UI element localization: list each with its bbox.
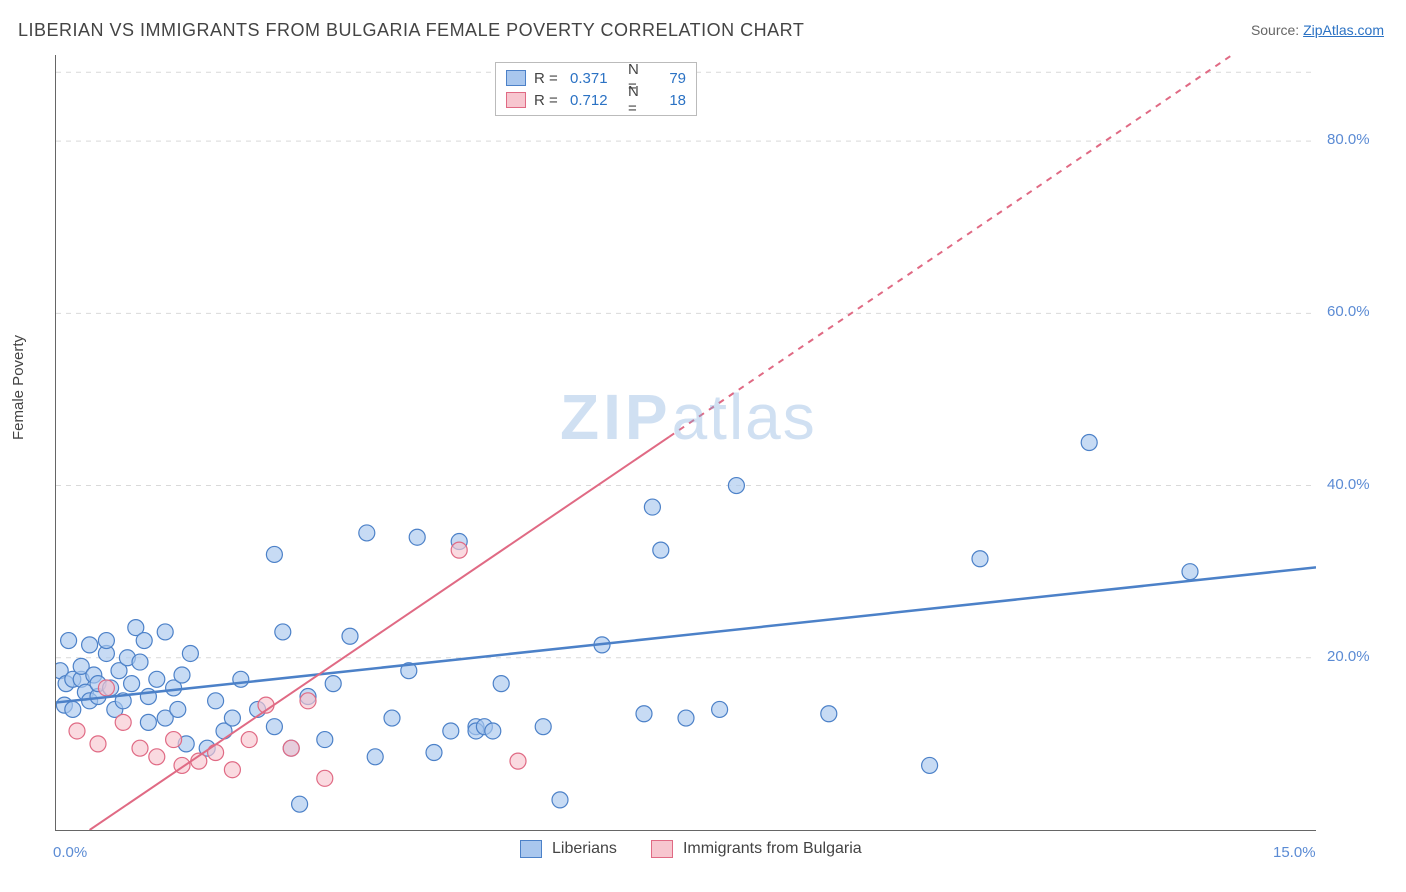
legend-r-label: R = — [534, 92, 562, 109]
legend-r-value: 0.712 — [570, 92, 620, 109]
series-legend: Liberians Immigrants from Bulgaria — [520, 840, 886, 858]
legend-series-label: Liberians — [552, 840, 617, 858]
legend-swatch — [506, 92, 526, 108]
legend-swatch — [651, 840, 673, 858]
legend-r-value: 0.371 — [570, 70, 620, 87]
x-tick-label: 15.0% — [1273, 844, 1316, 861]
source-attribution: Source: ZipAtlas.com — [1251, 22, 1384, 38]
chart-container: LIBERIAN VS IMMIGRANTS FROM BULGARIA FEM… — [0, 0, 1406, 892]
y-tick-label: 40.0% — [1327, 476, 1370, 493]
legend-row: R =0.371N =79 — [506, 67, 686, 89]
legend-n-label: N = — [628, 83, 648, 117]
chart-title: LIBERIAN VS IMMIGRANTS FROM BULGARIA FEM… — [18, 20, 804, 41]
legend-r-label: R = — [534, 70, 562, 87]
legend-n-value: 18 — [656, 92, 686, 109]
scatter-plot — [55, 55, 1316, 831]
y-axis-label: Female Poverty — [10, 335, 27, 440]
legend-swatch — [506, 70, 526, 86]
legend-swatch — [520, 840, 542, 858]
source-link[interactable]: ZipAtlas.com — [1303, 22, 1384, 38]
y-tick-label: 60.0% — [1327, 303, 1370, 320]
legend-row: R =0.712N =18 — [506, 89, 686, 111]
y-tick-label: 20.0% — [1327, 648, 1370, 665]
y-tick-label: 80.0% — [1327, 131, 1370, 148]
legend-series-label: Immigrants from Bulgaria — [683, 840, 862, 858]
legend-n-value: 79 — [656, 70, 686, 87]
source-label: Source: — [1251, 22, 1303, 38]
x-tick-label: 0.0% — [53, 844, 87, 861]
correlation-legend: R =0.371N =79R =0.712N =18 — [495, 62, 697, 116]
